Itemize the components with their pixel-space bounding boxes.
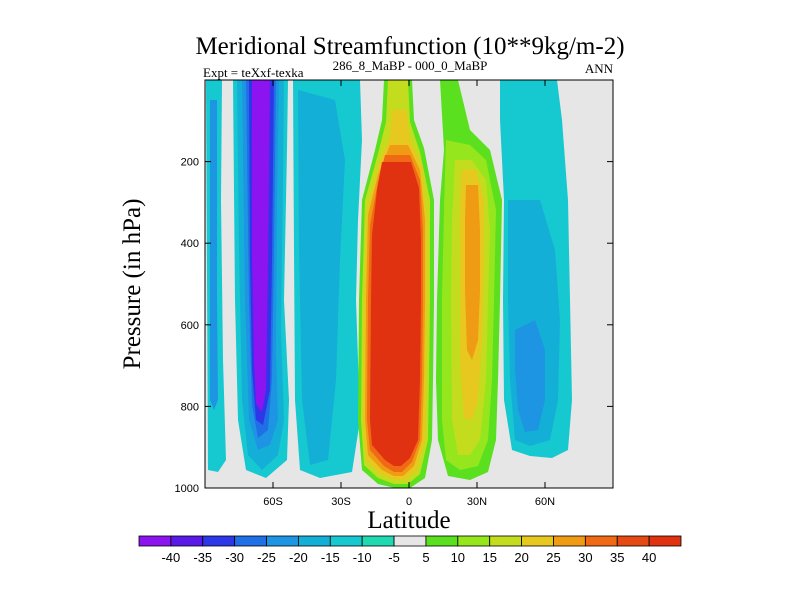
y-tick-label: 800 — [181, 401, 199, 413]
colorbar: -40 -35 -30 -25 -20 -15 -10 -5 5 10 15 20 25 30 35 40 — [138, 535, 682, 565]
colorbar-label: 20 — [514, 550, 528, 565]
colorbar-swatch — [170, 535, 204, 547]
x-tick-label: 60N — [535, 496, 555, 508]
x-tick-label: 30S — [331, 496, 351, 508]
colorbar-label: 25 — [546, 550, 560, 565]
colorbar-swatch — [298, 535, 331, 547]
colorbar-swatch — [553, 535, 586, 547]
colorbar-label: 10 — [451, 550, 465, 565]
colorbar-swatch — [584, 535, 618, 547]
colorbar-swatch — [393, 535, 427, 547]
colorbar-swatch — [234, 535, 267, 547]
colorbar-label: 15 — [482, 550, 496, 565]
y-axis: 200 400 600 800 1000 — [175, 157, 613, 495]
colorbar-swatch — [489, 535, 522, 547]
colorbar-label: -35 — [193, 550, 212, 565]
colorbar-label: -25 — [257, 550, 276, 565]
y-tick-label: 600 — [181, 320, 199, 332]
colorbar-label: 30 — [578, 550, 592, 565]
y-tick-label: 1000 — [175, 483, 199, 495]
southern-ferrel-core — [252, 80, 270, 412]
colorbar-label: -20 — [289, 550, 308, 565]
southern-polar-core — [210, 100, 218, 410]
colorbar-label: -5 — [388, 550, 400, 565]
colorbar-swatch — [648, 535, 682, 547]
colorbar-label: 40 — [642, 550, 656, 565]
colorbar-label: -15 — [321, 550, 340, 565]
colorbar-swatch — [361, 535, 395, 547]
x-axis-label: Latitude — [367, 507, 450, 534]
experiment-label: Expt = teXxf-texka — [203, 65, 304, 80]
colorbar-swatch — [521, 535, 554, 547]
contour-field — [206, 80, 572, 488]
colorbar-label: -40 — [161, 550, 180, 565]
colorbar-label: -30 — [225, 550, 244, 565]
x-axis: 60S 30S 0 30N 60N — [263, 80, 555, 508]
colorbar-label: 5 — [422, 550, 429, 565]
northern-midlat-core — [515, 320, 545, 432]
x-tick-label: 60S — [263, 496, 283, 508]
colorbar-swatch — [329, 535, 363, 547]
colorbar-swatch — [425, 535, 459, 547]
chart-title: Meridional Streamfunction (10**9kg/m-2) — [195, 33, 624, 60]
northern-hadley-core — [465, 185, 480, 360]
y-tick-label: 400 — [181, 238, 199, 250]
period-label: 286_8_MaBP - 000_0_MaBP — [333, 58, 488, 73]
colorbar-swatch — [616, 535, 650, 547]
colorbar-swatch — [138, 535, 172, 547]
colorbar-label: 35 — [610, 550, 624, 565]
equatorial-cell-core — [370, 162, 421, 466]
southern-midlat-inner — [298, 90, 345, 465]
y-tick-label: 200 — [181, 157, 199, 169]
colorbar-swatch — [266, 535, 299, 547]
season-label: ANN — [585, 61, 614, 76]
y-axis-label: Pressure (in hPa) — [119, 199, 146, 370]
colorbar-swatch — [457, 535, 491, 547]
colorbar-swatch — [202, 535, 236, 547]
colorbar-label: -10 — [353, 550, 372, 565]
x-tick-label: 0 — [406, 496, 412, 508]
x-tick-label: 30N — [467, 496, 487, 508]
